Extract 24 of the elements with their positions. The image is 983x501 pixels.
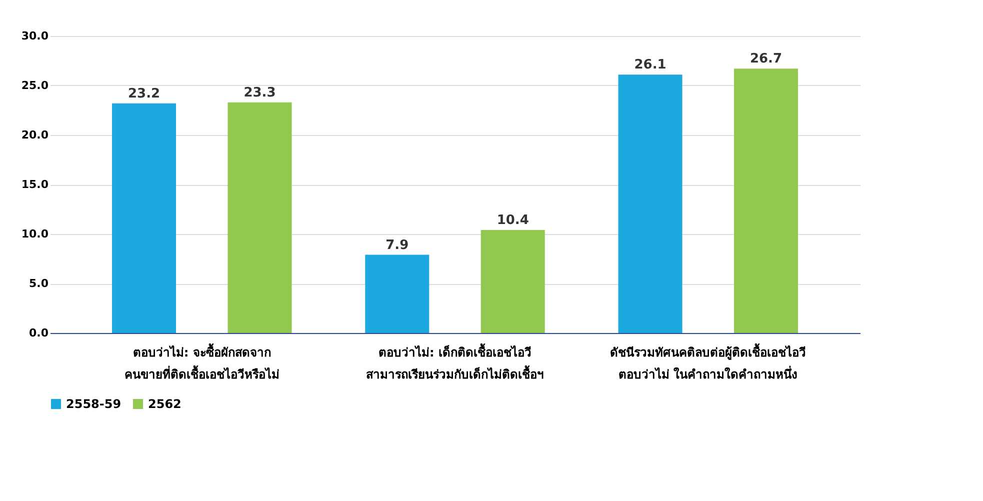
bar bbox=[480, 230, 545, 333]
y-tick-label: 20.0 bbox=[21, 128, 49, 142]
data-label: 23.2 bbox=[128, 86, 160, 102]
data-label: 26.7 bbox=[750, 52, 782, 67]
x-tick-label: ตอบว่าไม่: จะซื้อผักสดจาก คนขายที่ติดเชื้อเอชไอวีหรือไม่ bbox=[124, 342, 280, 382]
legend-label: 2562 bbox=[148, 397, 182, 411]
data-label: 7.9 bbox=[386, 238, 409, 253]
bar bbox=[734, 68, 798, 333]
y-tick-label: 5.0 bbox=[29, 277, 49, 290]
data-label: 23.3 bbox=[244, 85, 276, 100]
data-label: 26.1 bbox=[634, 58, 666, 73]
y-tick-label: 30.0 bbox=[21, 30, 49, 42]
bar bbox=[365, 254, 430, 333]
x-tick-label: ตอบว่าไม่: เด็กติดเชื้อเอชไอวี สามารถเรียนร่วมกับเด็กไม่ติดเชื้อฯ bbox=[366, 342, 544, 382]
bar bbox=[618, 74, 682, 333]
data-label: 10.4 bbox=[496, 213, 529, 228]
legend-label: 2558-59 bbox=[66, 397, 122, 411]
y-tick-label: 15.0 bbox=[21, 178, 49, 191]
y-tick-label: 25.0 bbox=[21, 79, 49, 92]
x-tick-label: ดัชนีรวมทัศนคติลบต่อผู้ติดเชื้อเอชไอวี ตอบว่าไม่ ในคำถามใดคำถามหนึ่ง bbox=[610, 342, 806, 382]
bar bbox=[228, 102, 292, 333]
y-tick-label: 0.0 bbox=[29, 326, 49, 340]
y-tick-label: 10.0 bbox=[21, 228, 49, 240]
bar bbox=[112, 103, 176, 333]
